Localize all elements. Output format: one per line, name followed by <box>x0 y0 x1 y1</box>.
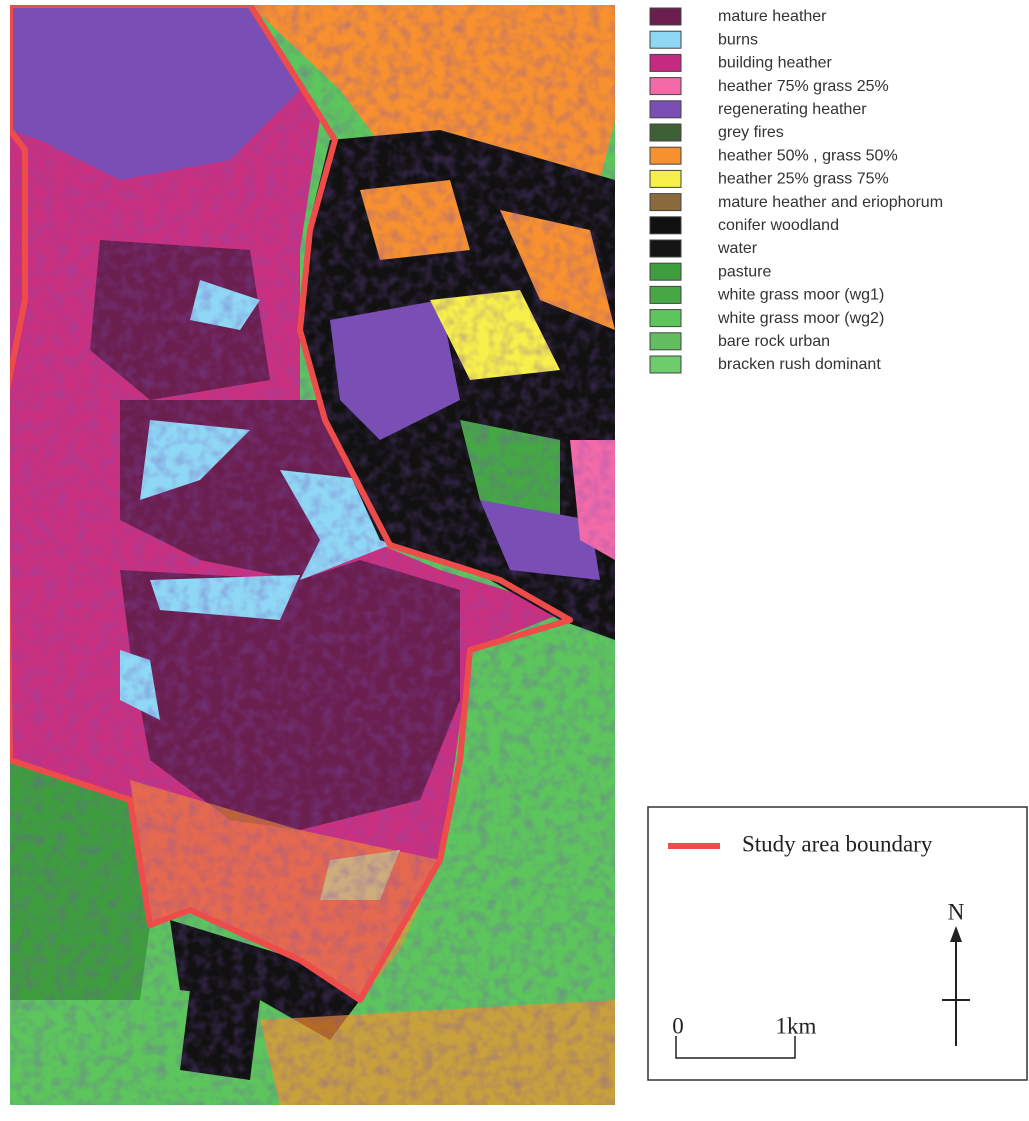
boundary-label: Study area boundary <box>742 831 933 856</box>
legend-swatch <box>650 310 681 327</box>
legend-swatch <box>650 124 681 141</box>
key-box: Study area boundary N 0 1km <box>648 807 1027 1080</box>
legend-label: pasture <box>718 263 771 280</box>
legend-swatch <box>650 194 681 211</box>
north-label: N <box>948 899 965 924</box>
legend-swatch <box>650 78 681 95</box>
legend-label: regenerating heather <box>718 101 867 118</box>
scale-start-label: 0 <box>672 1013 684 1038</box>
legend-label: heather 75% grass 25% <box>718 78 889 95</box>
legend-swatch <box>650 8 681 25</box>
legend-label: mature heather and eriophorum <box>718 194 943 211</box>
legend-label: bracken rush dominant <box>718 356 881 373</box>
legend-label: white grass moor (wg1) <box>717 287 884 304</box>
legend-swatch <box>650 217 681 234</box>
map-page: mature heather burns building heather heath… <box>0 0 1029 1121</box>
legend-label: mature heather <box>718 8 827 25</box>
legend-label: burns <box>718 31 758 48</box>
legend-swatch <box>650 286 681 303</box>
legend-swatch <box>650 31 681 48</box>
land-cover-map <box>5 5 615 1105</box>
legend-swatch <box>650 240 681 257</box>
legend-label: heather 50% , grass 50% <box>718 147 898 164</box>
legend-swatch <box>650 101 681 118</box>
legend-swatch <box>650 356 681 373</box>
legend-label: grey fires <box>718 124 784 141</box>
legend-label: heather 25% grass 75% <box>718 171 889 188</box>
legend-swatch <box>650 170 681 187</box>
legend-swatch <box>650 263 681 280</box>
legend: mature heather burns building heather heath… <box>650 8 943 373</box>
legend-label: conifer woodland <box>718 217 839 234</box>
legend-label: bare rock urban <box>718 333 830 350</box>
legend-swatch <box>650 333 681 350</box>
legend-label: white grass moor (wg2) <box>717 310 884 327</box>
legend-swatch <box>650 147 681 164</box>
scale-end-label: 1km <box>776 1013 817 1038</box>
legend-swatch <box>650 54 681 71</box>
legend-label: water <box>717 240 758 257</box>
legend-label: building heather <box>718 55 833 72</box>
